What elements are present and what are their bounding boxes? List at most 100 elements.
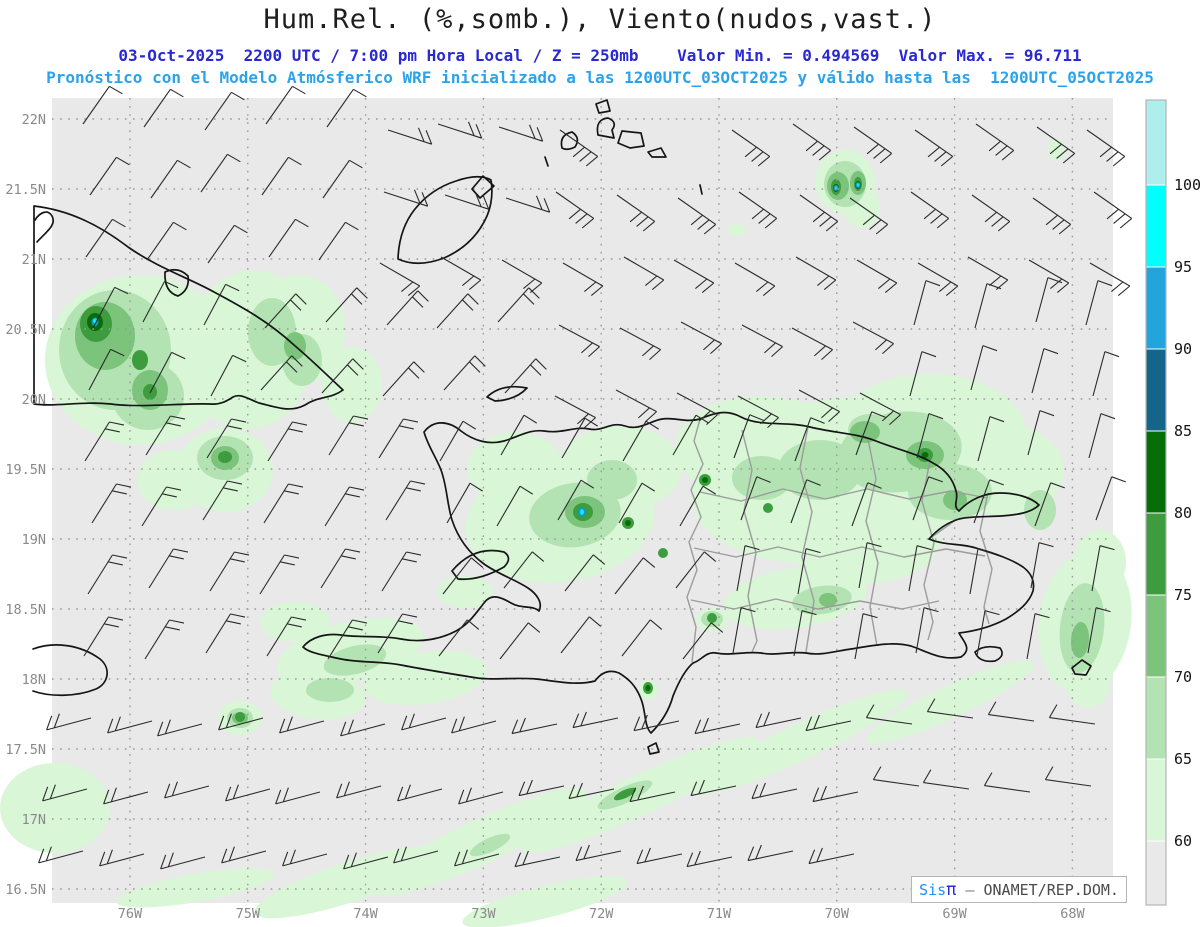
wind-barb <box>401 713 447 731</box>
wind-barb <box>387 127 433 145</box>
humidity-contour <box>116 868 274 908</box>
wind-barb <box>500 414 537 456</box>
wind-barb <box>975 123 1015 161</box>
wind-barb <box>679 485 716 527</box>
wind-barb <box>973 479 1004 524</box>
wind-barb <box>1028 259 1070 294</box>
wind-barb <box>340 719 386 737</box>
coastline <box>34 211 55 243</box>
humidity-shading <box>0 139 1132 927</box>
wind-barb <box>336 781 382 799</box>
humidity-contour <box>707 613 717 623</box>
wind-barb <box>554 395 596 429</box>
wind-barb <box>615 389 657 423</box>
wind-barb <box>912 476 943 521</box>
wind-barb <box>790 479 821 524</box>
wind-barb <box>382 361 425 397</box>
wind-barb <box>443 355 486 391</box>
wind-barb <box>917 262 959 297</box>
wind-barb <box>1027 410 1055 456</box>
wind-barb <box>263 483 304 524</box>
attribution-separator: – <box>956 880 984 899</box>
coastlines <box>32 99 1092 755</box>
wind-barb <box>505 195 551 213</box>
humidity-contour <box>850 421 880 443</box>
wind-barb <box>629 785 676 803</box>
coastline <box>1071 659 1092 676</box>
wind-barb <box>514 850 561 868</box>
lon-label: 69W <box>942 906 967 922</box>
humidity-contour <box>260 602 330 642</box>
wind-barb <box>82 85 123 125</box>
humidity-contour <box>132 350 148 370</box>
wind-barb <box>682 622 724 660</box>
wind-barb <box>568 782 615 800</box>
wind-barb <box>265 85 306 125</box>
lat-label: 17N <box>22 812 46 828</box>
colorbar-tick-label: 70 <box>1174 668 1192 686</box>
humidity-contour <box>921 452 929 458</box>
humidity-contour <box>462 876 628 927</box>
colorbar-segment <box>1145 594 1167 678</box>
wind-barb <box>318 221 359 261</box>
wind-barb <box>694 717 741 735</box>
wind-barb <box>378 418 419 459</box>
wind-barb <box>859 392 901 426</box>
wind-barb <box>325 287 368 323</box>
attribution-box: Sis π – ONAMET/REP.DOM. <box>911 876 1127 903</box>
wind-barb <box>322 159 363 199</box>
humidity-contour <box>658 548 668 558</box>
humidity-contour <box>235 712 245 722</box>
wind-barb <box>853 126 893 164</box>
wind-barb <box>1031 348 1059 394</box>
wind-barb <box>872 766 920 787</box>
wind-barb <box>267 421 308 462</box>
colorbar-tick-label: 95 <box>1174 258 1192 276</box>
coastline <box>596 117 616 139</box>
wind-barb <box>150 159 191 199</box>
humidity-contour <box>856 183 860 187</box>
wind-barb <box>107 716 153 734</box>
wind-barb <box>518 779 565 797</box>
lon-label: 72W <box>589 906 614 922</box>
humidity-contour <box>469 833 511 857</box>
lat-label: 16.5N <box>5 882 46 898</box>
wind-barb <box>794 417 825 462</box>
wind-barb <box>440 256 482 291</box>
lon-label: 70W <box>825 906 850 922</box>
wind-barb <box>439 420 476 462</box>
wind-barb <box>146 221 187 261</box>
wind-barb <box>444 192 490 210</box>
wind-barb <box>557 479 594 521</box>
humidity-contour <box>728 224 746 236</box>
wind-barb <box>1086 129 1126 167</box>
valid-time-line: 03-Oct-2025 2200 UTC / 7:00 pm Hora Loca… <box>118 46 1082 65</box>
wind-barb <box>914 129 954 167</box>
attribution-pi-icon: π <box>946 879 957 900</box>
wind-barb <box>575 844 622 862</box>
humidity-contour <box>763 503 773 513</box>
wind-barb <box>393 846 439 864</box>
wind-barb <box>206 418 247 459</box>
wind-barb <box>619 327 661 361</box>
wind-barb <box>791 327 833 361</box>
wind-barb <box>734 262 776 297</box>
wind-barb <box>279 716 325 734</box>
wind-barb <box>799 194 839 232</box>
wind-barb <box>320 548 361 589</box>
wind-barb <box>922 769 970 790</box>
wind-barbs <box>38 85 1133 870</box>
wind-barb <box>1093 191 1133 229</box>
wind-barb <box>442 557 484 595</box>
wind-barb <box>145 415 186 456</box>
coastline <box>617 130 645 149</box>
wind-barb <box>260 355 303 391</box>
colorbar-segment <box>1145 840 1167 906</box>
wind-barb <box>141 486 182 527</box>
wind-barb <box>808 847 855 865</box>
humidity-contour <box>1074 530 1126 594</box>
wind-barb <box>621 619 663 657</box>
wind-barb <box>207 224 248 264</box>
wind-barb <box>282 849 328 867</box>
